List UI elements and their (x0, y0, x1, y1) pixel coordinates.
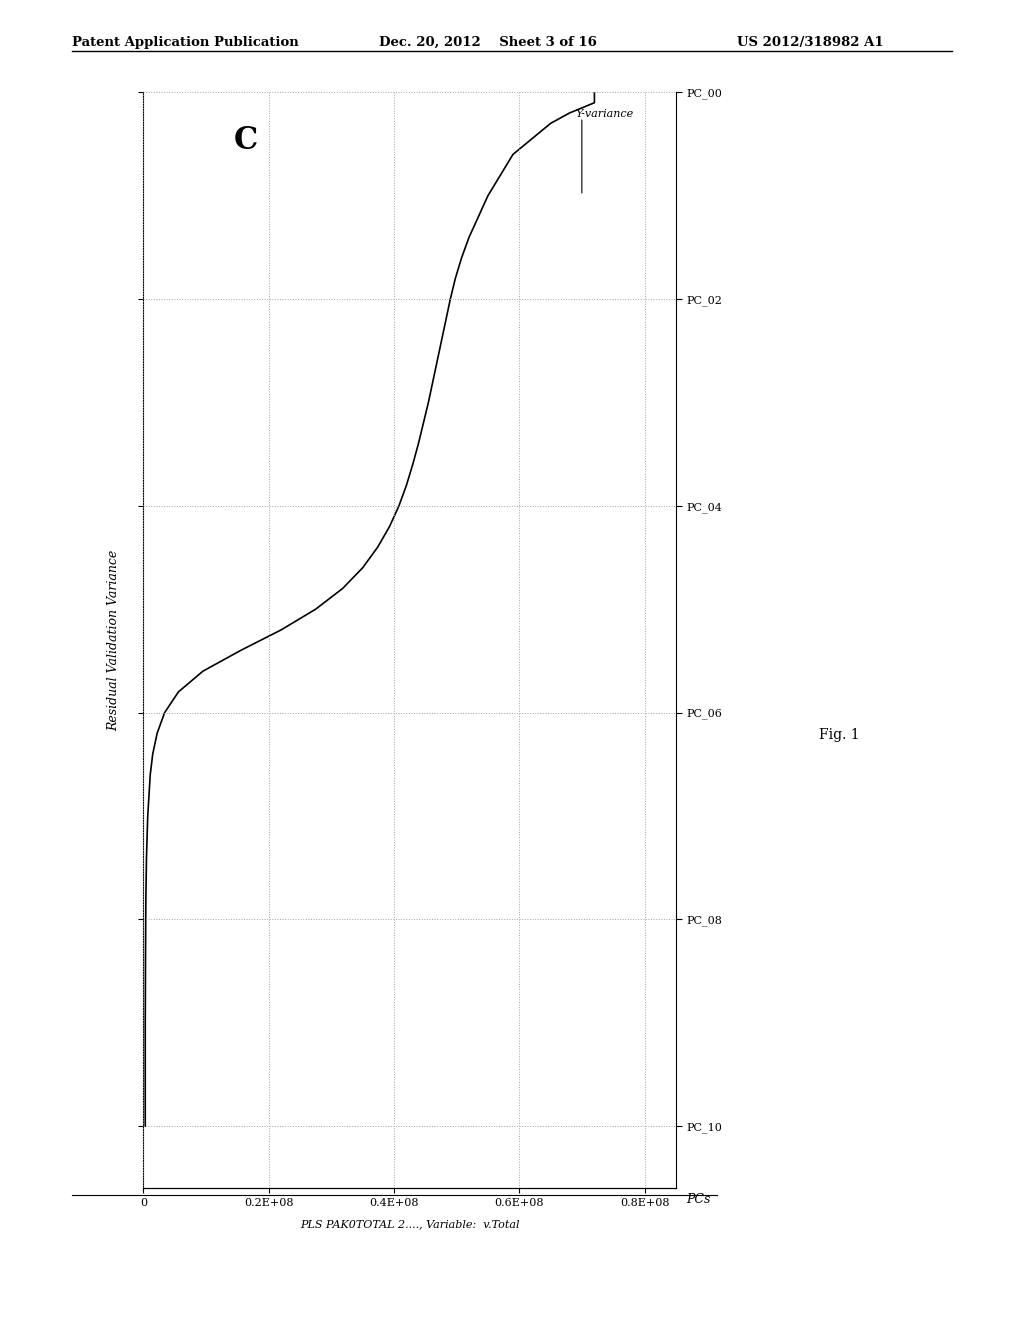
Text: PCs: PCs (686, 1193, 711, 1206)
Text: Fig. 1: Fig. 1 (819, 729, 860, 742)
Text: C: C (233, 125, 258, 156)
Y-axis label: Residual Validation Variance: Residual Validation Variance (106, 549, 120, 731)
Text: Y-variance: Y-variance (575, 110, 634, 119)
Text: Dec. 20, 2012    Sheet 3 of 16: Dec. 20, 2012 Sheet 3 of 16 (379, 36, 597, 49)
X-axis label: PLS PAK0TOTAL 2...., Variable:  v.Total: PLS PAK0TOTAL 2...., Variable: v.Total (300, 1218, 519, 1229)
Text: US 2012/318982 A1: US 2012/318982 A1 (737, 36, 884, 49)
Text: Patent Application Publication: Patent Application Publication (72, 36, 298, 49)
